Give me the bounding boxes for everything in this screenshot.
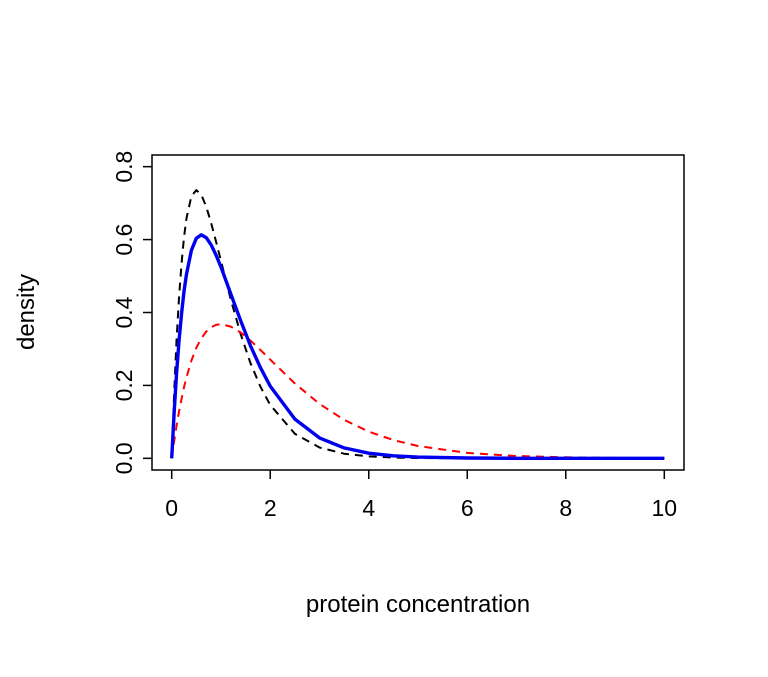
x-tick-label: 6 (461, 495, 474, 521)
x-axis-label: protein concentration (306, 591, 530, 618)
plot-box (151, 154, 685, 471)
x-tick-label: 2 (264, 495, 277, 521)
x-tick-label: 10 (651, 495, 677, 521)
y-tick-label: 0.0 (111, 442, 137, 474)
curves-layer (170, 189, 665, 460)
axes-layer: 0 2 4 6 8 10 0.0 0.2 0.4 0.6 0.8 (111, 151, 685, 521)
y-tick-label: 0.6 (111, 224, 137, 256)
curve-blue-solid (170, 233, 665, 460)
curve-red-dashed (170, 323, 665, 460)
y-axis-label: density (13, 274, 40, 350)
curve-black-dashed (170, 189, 665, 460)
y-tick-label: 0.4 (111, 296, 137, 328)
x-tick-label: 8 (559, 495, 572, 521)
x-tick-label: 4 (362, 495, 375, 521)
x-tick-label: 0 (165, 495, 178, 521)
y-tick-label: 0.8 (111, 151, 137, 183)
y-tick-label: 0.2 (111, 369, 137, 401)
